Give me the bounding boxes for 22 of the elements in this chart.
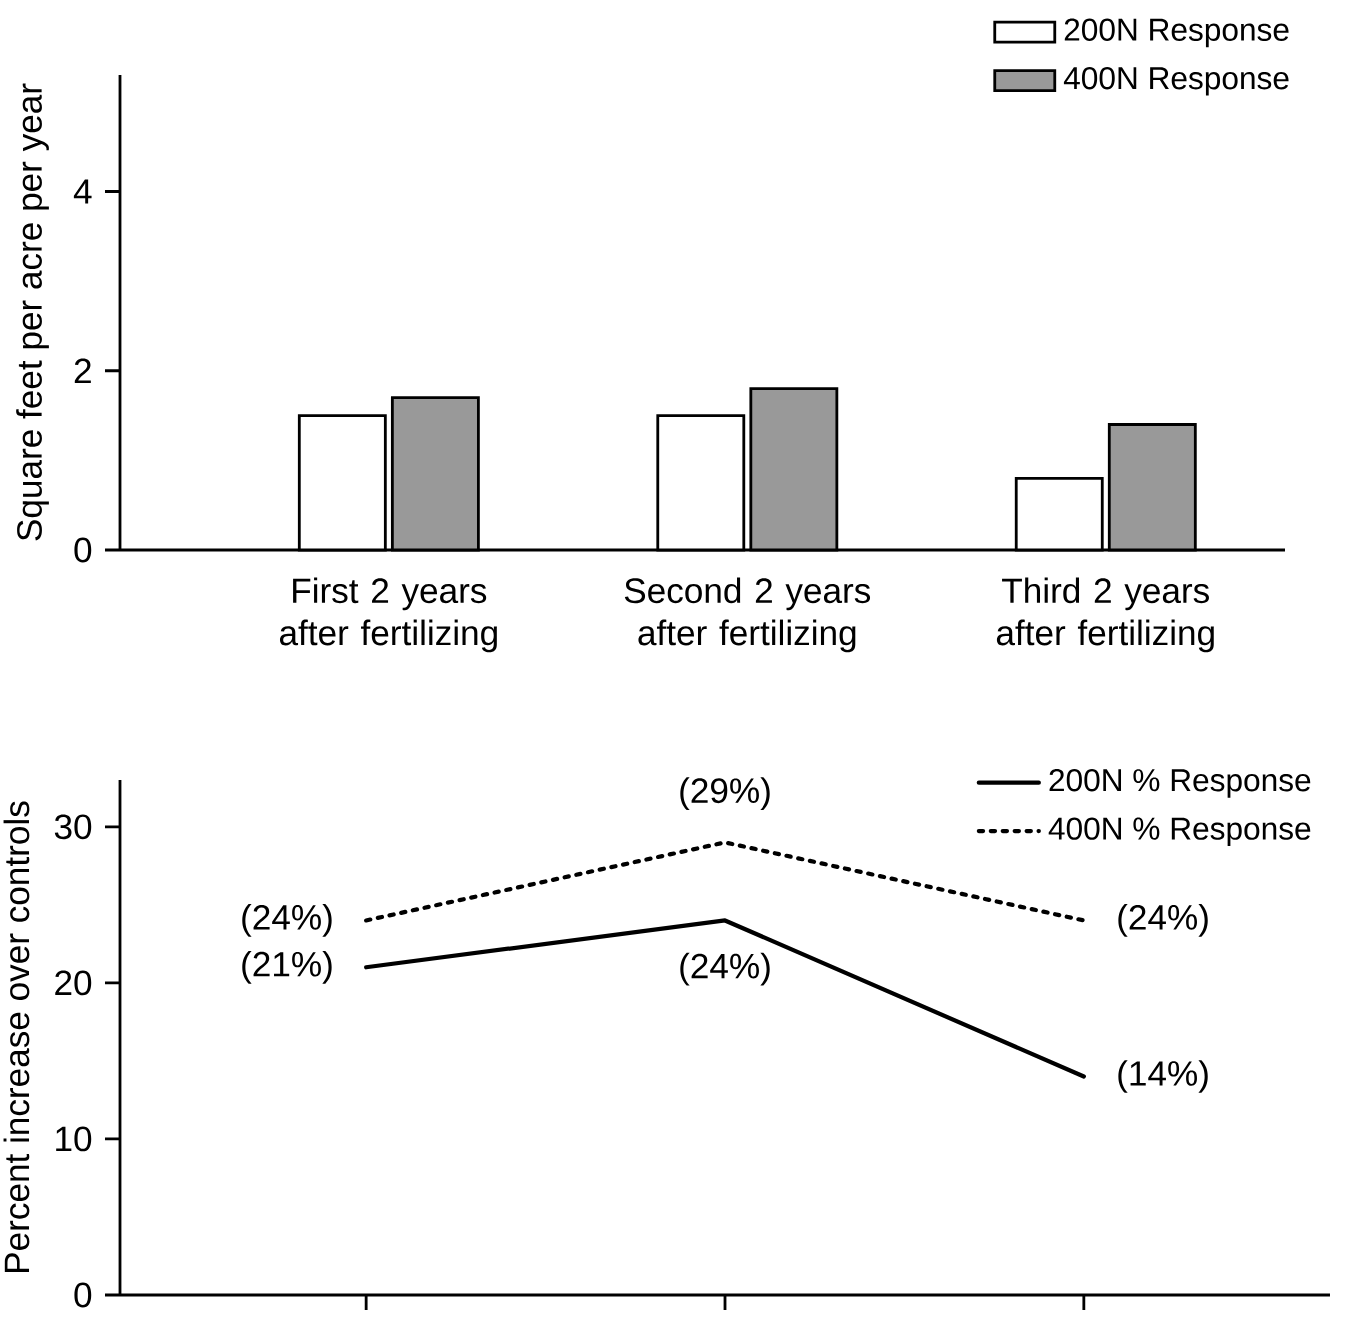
y-tick-label: 2 (74, 358, 91, 384)
y-tick-label: 4 (73, 179, 92, 204)
y-axis-title: Percent increase over controls (3, 801, 30, 1272)
data-label: (24%) (680, 952, 770, 986)
y-tick-label: 30 (54, 814, 92, 840)
y-tick-label: 0 (74, 1282, 92, 1308)
x-tick-label: First 2 years after fertilizing (279, 577, 497, 653)
data-label: (14%) (1118, 1060, 1208, 1093)
y-axis-title: Square feet per acre per year (16, 83, 49, 541)
x-tick-label: Second 2 years after fertilizing (624, 577, 871, 653)
legend-label: 400N % Response (1048, 817, 1311, 847)
data-label: (24%) (1118, 904, 1208, 937)
data-label: (24%) (242, 904, 332, 937)
legend-label: 200N % Response (1049, 768, 1311, 798)
legend-label: 200N Response (1064, 18, 1289, 48)
x-tick-label: Third 2 years after fertilizing (996, 577, 1214, 653)
y-tick-label: 20 (55, 970, 92, 996)
data-label: (21%) (242, 950, 332, 984)
y-tick-label: 0 (74, 537, 92, 563)
data-label: (29%) (680, 777, 770, 811)
y-tick-label: 10 (56, 1126, 92, 1152)
legend-label: 400N Response (1063, 66, 1289, 96)
